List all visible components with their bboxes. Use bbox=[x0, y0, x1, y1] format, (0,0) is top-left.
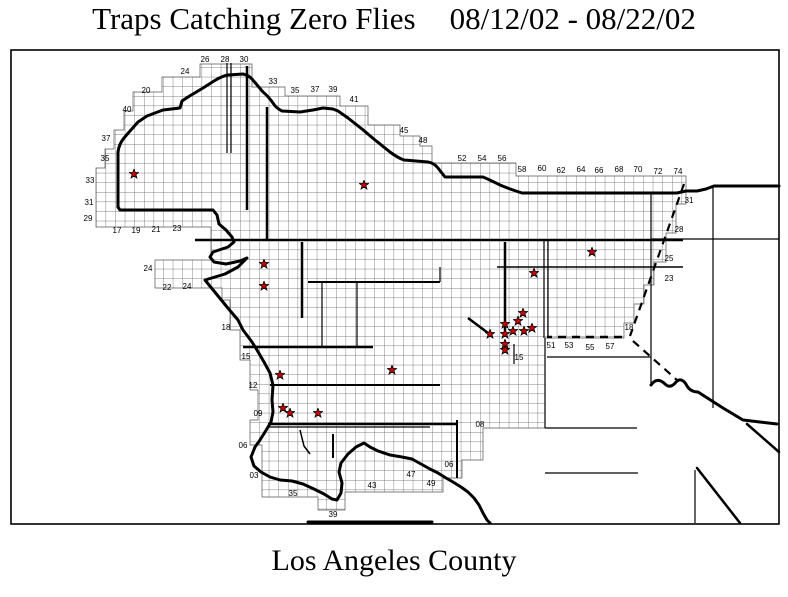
grid-number-label: 17 bbox=[113, 226, 122, 235]
grid-number-label: 51 bbox=[547, 341, 556, 350]
grid-number-label: 45 bbox=[400, 126, 409, 135]
grid-number-label: 31 bbox=[85, 198, 94, 207]
grid-number-label: 39 bbox=[329, 85, 338, 94]
trap-grid-region bbox=[95, 63, 687, 511]
eastern-thick-features bbox=[306, 378, 781, 525]
grid-number-label: 60 bbox=[538, 164, 547, 173]
grid-number-label: 70 bbox=[634, 165, 643, 174]
grid-number-label: 23 bbox=[665, 274, 674, 283]
grid-number-label: 37 bbox=[311, 85, 320, 94]
grid-number-label: 18 bbox=[625, 323, 634, 332]
figure-title-row: Traps Catching Zero Flies 08/12/02 - 08/… bbox=[0, 1, 788, 37]
grid-number-label: 21 bbox=[152, 225, 161, 234]
figure-date-range: 08/12/02 - 08/22/02 bbox=[449, 1, 696, 36]
grid-number-label: 35 bbox=[291, 86, 300, 95]
grid-number-label: 66 bbox=[595, 166, 604, 175]
grid-number-label: 56 bbox=[498, 154, 507, 163]
grid-number-label: 55 bbox=[586, 343, 595, 352]
grid-number-label: 22 bbox=[163, 283, 172, 292]
grid-number-label: 72 bbox=[654, 167, 663, 176]
grid-number-label: 12 bbox=[249, 381, 258, 390]
county-north-boundary bbox=[116, 72, 781, 209]
map-frame bbox=[10, 49, 780, 525]
grid-number-label: 06 bbox=[239, 441, 248, 450]
grid-number-label: 49 bbox=[427, 479, 436, 488]
grid-number-label: 35 bbox=[101, 154, 110, 163]
grid-number-label: 58 bbox=[518, 165, 527, 174]
grid-number-label: 47 bbox=[407, 470, 416, 479]
grid-number-label: 15 bbox=[515, 353, 524, 362]
figure-title: Traps Catching Zero Flies bbox=[92, 1, 416, 36]
grid-number-label: 35 bbox=[289, 489, 298, 498]
grid-number-label: 31 bbox=[685, 196, 694, 205]
grid-number-label: 08 bbox=[476, 420, 485, 429]
grid-number-label: 52 bbox=[458, 154, 467, 163]
grid-number-label: 03 bbox=[250, 471, 259, 480]
grid-number-labels: 26 28 30 24 33 20 35 37 39 41 40 45 48 37 35 52 54 56 58 60… bbox=[84, 55, 694, 519]
grid-number-label: 53 bbox=[565, 341, 574, 350]
grid-number-label: 20 bbox=[142, 86, 151, 95]
grid-number-label: 18 bbox=[222, 323, 231, 332]
dashed-county-line bbox=[547, 183, 686, 381]
grid-number-label: 64 bbox=[577, 165, 586, 174]
grid-number-label: 68 bbox=[615, 165, 624, 174]
grid-number-label: 28 bbox=[221, 55, 230, 64]
grid-number-label: 24 bbox=[144, 264, 153, 273]
grid-number-label: 24 bbox=[181, 67, 190, 76]
grid-number-label: 33 bbox=[269, 77, 278, 86]
grid-number-label: 54 bbox=[478, 154, 487, 163]
grid-number-label: 19 bbox=[132, 226, 141, 235]
grid-number-label: 06 bbox=[445, 460, 454, 469]
grid-number-label: 41 bbox=[350, 95, 359, 104]
grid-number-label: 30 bbox=[240, 55, 249, 64]
grid-number-label: 15 bbox=[242, 352, 251, 361]
grid-number-label: 09 bbox=[254, 409, 263, 418]
grid-number-label: 74 bbox=[674, 167, 683, 176]
grid-number-label: 37 bbox=[102, 134, 111, 143]
grid-number-label: 62 bbox=[557, 166, 566, 175]
grid-number-label: 25 bbox=[665, 254, 674, 263]
grid-number-label: 57 bbox=[606, 342, 615, 351]
grid-number-label: 43 bbox=[368, 481, 377, 490]
map-caption: Los Angeles County bbox=[271, 544, 517, 577]
grid-number-label: 39 bbox=[329, 510, 338, 519]
grid-number-label: 28 bbox=[675, 225, 684, 234]
grid-number-label: 48 bbox=[419, 136, 428, 145]
grid-number-label: 29 bbox=[84, 214, 93, 223]
grid-number-label: 40 bbox=[123, 105, 132, 114]
grid-number-label: 33 bbox=[86, 176, 95, 185]
inland-boundary-lines bbox=[226, 63, 779, 523]
grid-number-label: 24 bbox=[183, 282, 192, 291]
grid-number-label: 23 bbox=[173, 224, 182, 233]
grid-number-label: 26 bbox=[201, 55, 210, 64]
coastline bbox=[116, 205, 492, 525]
